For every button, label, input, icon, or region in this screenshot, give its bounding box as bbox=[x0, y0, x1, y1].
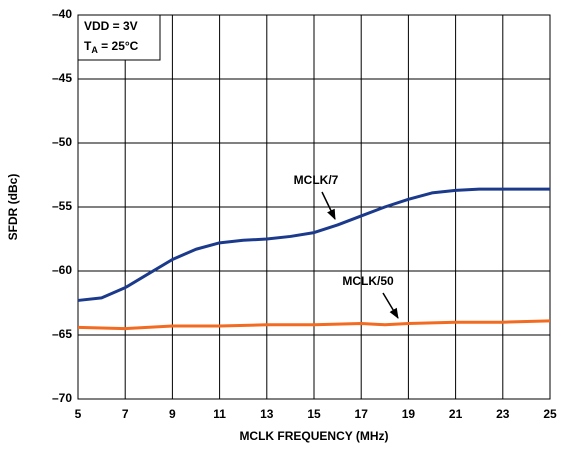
annotation-box bbox=[77, 14, 161, 61]
y-tick-label: –50 bbox=[52, 135, 72, 149]
y-tick-label: –55 bbox=[52, 199, 72, 213]
arrow bbox=[382, 292, 399, 319]
x-tick-label: 23 bbox=[496, 407, 510, 421]
x-tick-label: 25 bbox=[543, 407, 557, 421]
series-line bbox=[77, 319, 551, 331]
arrow bbox=[321, 191, 336, 220]
series-line bbox=[77, 187, 550, 302]
y-tick-label: –70 bbox=[52, 391, 72, 405]
y-tick-label: –60 bbox=[52, 263, 72, 277]
x-tick-label: 15 bbox=[307, 407, 321, 421]
x-tick-label: 13 bbox=[260, 407, 274, 421]
x-axis-label: MCLK FREQUENCY (MHz) bbox=[239, 429, 388, 443]
annotation: TA = 25°C bbox=[84, 39, 139, 55]
series-label: MCLK/7 bbox=[294, 173, 339, 187]
x-tick-label: 11 bbox=[213, 407, 226, 421]
x-tick-label: 5 bbox=[75, 407, 82, 421]
x-tick-label: 9 bbox=[169, 407, 176, 421]
series-label: MCLK/50 bbox=[342, 274, 394, 288]
x-tick-label: 7 bbox=[122, 407, 129, 421]
x-tick-label: 21 bbox=[449, 407, 463, 421]
y-tick-label: –65 bbox=[52, 327, 72, 341]
y-tick-label: –45 bbox=[52, 71, 72, 85]
x-tick-label: 17 bbox=[355, 407, 369, 421]
y-tick-label: –40 bbox=[52, 7, 72, 21]
y-axis-label: SFDR (dBc) bbox=[6, 174, 20, 241]
annotation: VDD = 3V bbox=[84, 19, 138, 33]
x-tick-label: 19 bbox=[402, 407, 416, 421]
